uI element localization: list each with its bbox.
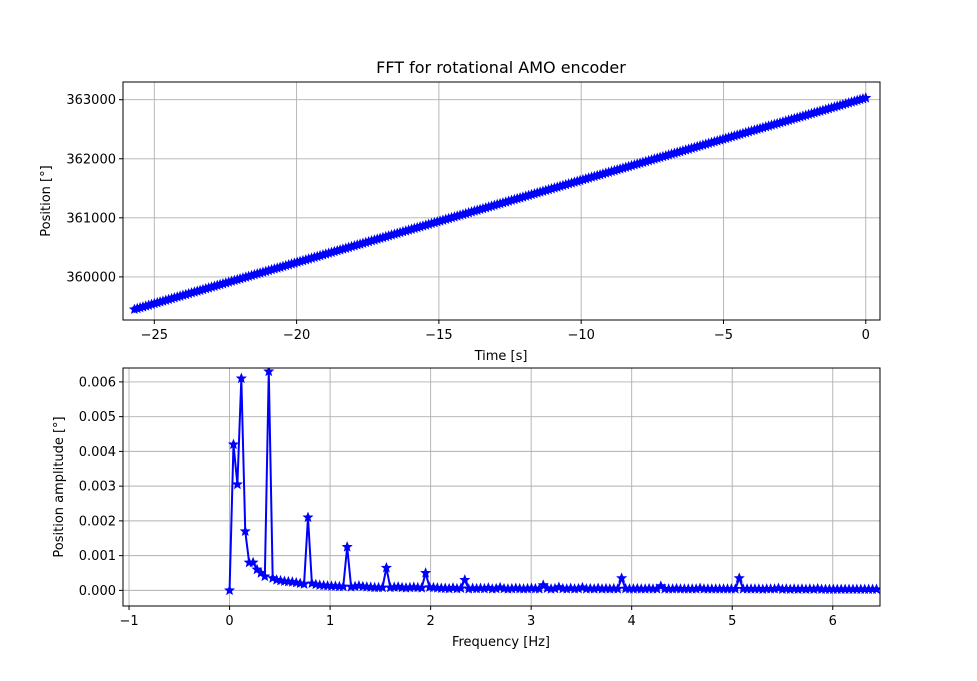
frequency-data-point xyxy=(239,525,251,536)
frequency-data-point xyxy=(227,438,240,450)
time-plot-y-ticks: 360000 361000 362000 363000 xyxy=(66,93,123,285)
chart-title: FFT for rotational AMO encoder xyxy=(376,58,626,77)
frequency-y-tick-label: 0.000 xyxy=(79,584,116,599)
frequency-data-point xyxy=(247,556,259,568)
time-x-tick-label: −10 xyxy=(567,328,594,343)
frequency-data-point xyxy=(380,561,392,573)
position-y-axis-label: Position [°] xyxy=(39,165,54,236)
time-x-axis-label: Time [s] xyxy=(474,349,528,364)
frequency-x-tick-label: 5 xyxy=(728,614,736,629)
time-y-tick-label: 361000 xyxy=(66,211,116,226)
frequency-y-tick-label: 0.002 xyxy=(79,514,116,529)
time-x-tick-label: −20 xyxy=(283,328,310,343)
frequency-data-point xyxy=(459,574,471,585)
time-x-tick-label: −5 xyxy=(714,328,733,343)
time-plot-x-ticks: −25 −20 −15 −10 −5 0 xyxy=(141,320,870,343)
time-position-plot: −25 −20 −15 −10 −5 0 360000 361000 362000 363000… xyxy=(39,58,881,364)
frequency-data-point xyxy=(231,478,243,490)
frequency-data-point xyxy=(337,580,349,592)
frequency-x-tick-label: 0 xyxy=(225,614,233,629)
frequency-data-point xyxy=(733,572,745,583)
frequency-plot-series xyxy=(224,368,880,596)
time-plot-series xyxy=(128,92,872,315)
frequency-data-point xyxy=(616,572,628,583)
frequency-data-point xyxy=(224,584,236,596)
frequency-data-point xyxy=(263,368,275,377)
frequency-data-point xyxy=(235,372,247,384)
frequency-plot-y-ticks: 0.000 0.001 0.002 0.003 0.004 0.005 0.006 xyxy=(79,375,123,599)
frequency-data-point xyxy=(420,567,432,578)
time-y-tick-label: 362000 xyxy=(66,152,116,167)
time-y-tick-label: 363000 xyxy=(66,93,116,108)
time-x-tick-label: 0 xyxy=(862,328,870,343)
frequency-x-tick-label: 3 xyxy=(527,614,535,629)
time-x-tick-label: −25 xyxy=(141,328,168,343)
frequency-data-point xyxy=(870,583,880,595)
frequency-amplitude-plot: −1 0 1 2 3 4 5 6 0.000 0.001 0.002 0.003 0.004 0.005… xyxy=(52,367,881,650)
frequency-data-point xyxy=(259,570,271,582)
frequency-y-tick-label: 0.003 xyxy=(79,480,116,495)
frequency-y-tick-label: 0.005 xyxy=(79,410,116,425)
frequency-y-tick-label: 0.001 xyxy=(79,549,116,564)
time-plot-frame xyxy=(122,81,881,321)
frequency-x-tick-label: 2 xyxy=(426,614,434,629)
frequency-data-point xyxy=(341,541,353,552)
frequency-plot-x-ticks: −1 0 1 2 3 4 5 6 xyxy=(119,606,837,629)
frequency-x-axis-label: Frequency [Hz] xyxy=(452,635,550,650)
time-x-tick-label: −15 xyxy=(425,328,452,343)
frequency-x-tick-label: 6 xyxy=(829,614,837,629)
frequency-x-tick-label: −1 xyxy=(119,614,138,629)
frequency-x-tick-label: 1 xyxy=(326,614,334,629)
time-data-point xyxy=(860,92,872,103)
frequency-data-point xyxy=(455,582,467,593)
frequency-data-point xyxy=(302,511,314,523)
time-y-tick-label: 360000 xyxy=(66,270,116,285)
frequency-series-line xyxy=(228,371,877,591)
frequency-x-tick-label: 4 xyxy=(628,614,636,629)
frequency-plot-frame xyxy=(122,367,881,607)
frequency-y-tick-label: 0.004 xyxy=(79,445,116,460)
amplitude-y-axis-label: Position amplitude [°] xyxy=(52,416,67,557)
frequency-y-tick-label: 0.006 xyxy=(79,375,116,390)
